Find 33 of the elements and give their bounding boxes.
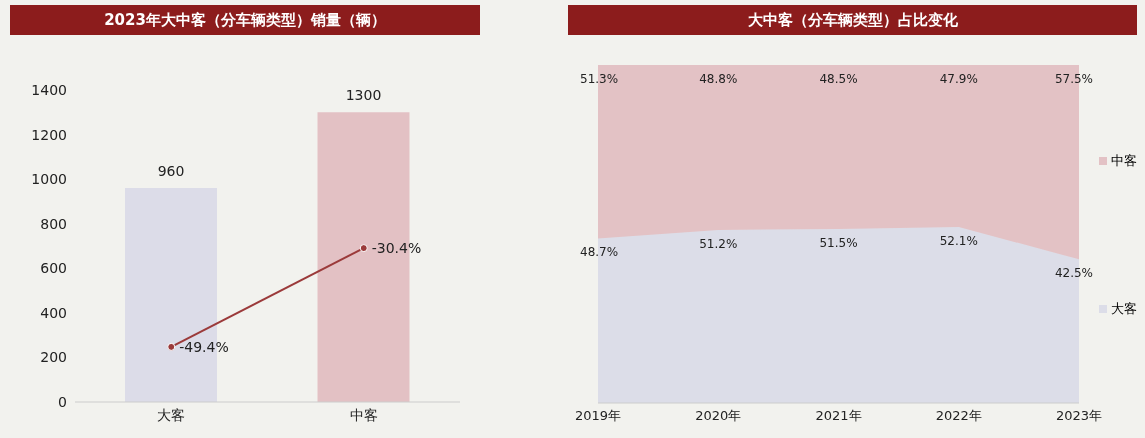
y-tick-label: 200: [40, 349, 67, 366]
legend-label: 中客: [1111, 152, 1137, 170]
y-tick-label: 0: [58, 393, 67, 410]
data-label: 52.1%: [939, 233, 978, 248]
data-label: 1300: [345, 87, 382, 104]
y-tick-label: 1200: [31, 126, 67, 143]
x-tick-label: 2023年: [1055, 408, 1103, 424]
data-label: -30.4%: [371, 240, 422, 257]
y-tick-label: 400: [40, 304, 67, 321]
data-label: 48.7%: [580, 245, 619, 260]
y-tick-label: 800: [40, 215, 67, 232]
data-label: 51.3%: [580, 72, 619, 86]
data-label: 48.8%: [699, 72, 738, 86]
chart-title: 大中客（分车辆类型）占比变化: [568, 5, 1137, 35]
y-tick-label: 1000: [31, 171, 67, 188]
x-tick-label: 2022年: [935, 408, 982, 424]
data-label: 47.9%: [939, 72, 978, 86]
x-tick-label: 中客: [349, 406, 378, 423]
legend-label: 大客: [1111, 300, 1137, 318]
data-label: 42.5%: [1054, 266, 1093, 281]
data-label: 48.5%: [819, 72, 858, 86]
chart-title: 2023年大中客（分车辆类型）销量（辆）: [10, 5, 480, 35]
x-tick-label: 大客: [157, 406, 186, 423]
data-label: -49.4%: [179, 338, 229, 355]
data-label: 51.2%: [699, 236, 738, 251]
data-label: 57.5%: [1054, 72, 1093, 86]
y-tick-label: 600: [40, 260, 67, 277]
data-label: 51.5%: [819, 235, 858, 250]
x-tick-label: 2021年: [815, 408, 862, 424]
x-tick-label: 2020年: [695, 408, 742, 424]
x-tick-label: 2019年: [574, 408, 622, 424]
y-tick-label: 1400: [31, 81, 67, 98]
data-label: 960: [157, 163, 185, 180]
